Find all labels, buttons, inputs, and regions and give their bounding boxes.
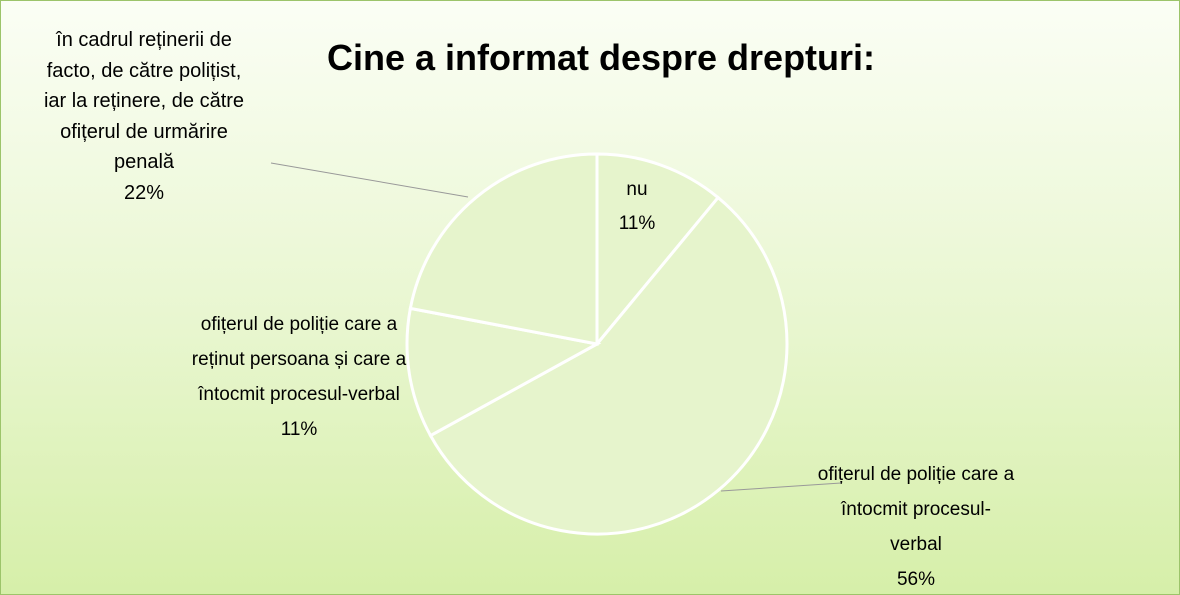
slice-label: ofițerul de poliție care a reținut perso… [189,307,409,447]
pie-slice [428,195,789,536]
percent-label: 56% [896,569,936,590]
chart-title: Cine a informat despre drepturi: [326,37,876,78]
category-name: în cadrul reținerii de facto, de către p… [43,29,245,173]
percent-label: 11% [618,213,656,234]
percent-label: 11% [280,419,318,440]
category-name: ofițerul de poliție care a întocmit proc… [817,464,1015,555]
leader-line [270,162,469,198]
pie-slice [405,306,602,438]
leader-line [720,482,842,492]
percent-label: 22% [123,181,165,204]
slice-label: nu 11% [597,173,677,241]
category-name: nu [626,179,648,200]
slice-label: în cadrul reținerii de facto, de către p… [34,25,254,208]
category-name: ofițerul de poliție care a reținut perso… [191,314,407,405]
pie-slice [595,152,721,349]
pie-slice [408,152,599,346]
slice-label: ofițerul de poliție care a întocmit proc… [816,457,1016,594]
